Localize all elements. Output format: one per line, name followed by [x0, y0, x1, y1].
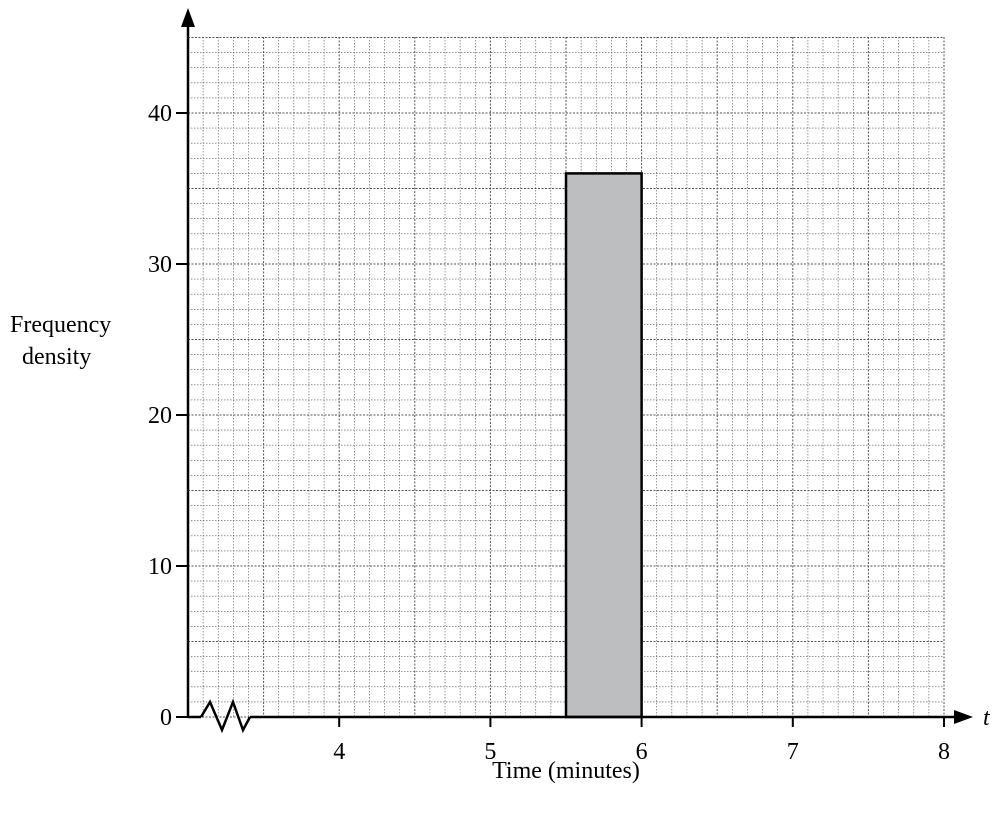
axes: [181, 8, 973, 734]
x-axis-break: [199, 698, 252, 734]
ticks: 0 10 20 30 40 4 5 6 7 8: [148, 101, 950, 765]
x-axis-label: Time (minutes): [492, 758, 640, 784]
y-axis-arrowhead: [181, 8, 195, 27]
x-tick-label: 4: [333, 739, 345, 765]
x-axis-arrowhead: [954, 710, 973, 724]
histogram-bar: [564, 172, 643, 719]
x-axis-symbol: t: [983, 705, 991, 731]
y-tick-label: 40: [148, 101, 172, 127]
y-axis-label-line-2: density: [22, 344, 91, 370]
y-tick-label: 30: [148, 252, 172, 278]
y-tick-label: 20: [148, 403, 172, 429]
x-tick-label: 7: [787, 739, 799, 765]
bars: [564, 172, 643, 719]
y-axis-label-line-1: Frequency: [10, 312, 111, 338]
x-tick-label: 5: [484, 739, 496, 765]
x-tick-label: 6: [636, 739, 648, 765]
y-tick-label: 10: [148, 554, 172, 580]
y-tick-label: 0: [160, 705, 172, 731]
x-tick-label: 8: [938, 739, 950, 765]
